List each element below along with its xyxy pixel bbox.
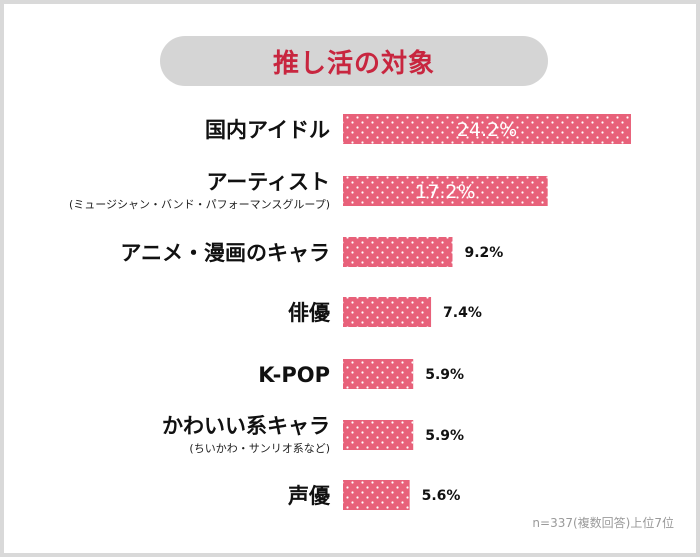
- chart-frame: 推し活の対象: [4, 4, 696, 553]
- category-label-3: 俳優: [288, 301, 331, 325]
- value-label-5: 5.9%: [425, 428, 464, 444]
- category-sublabel-1: (ミュージシャン・バンド・パフォーマンスグループ): [69, 197, 330, 211]
- category-label-5: かわいい系キャラ: [162, 414, 330, 438]
- bar-pattern-1: [343, 176, 548, 206]
- value-label-0: 24.2%: [457, 119, 517, 141]
- category-label-4: K-POP: [258, 363, 330, 387]
- sample-footnote: n=337(複数回答)上位7位: [532, 516, 674, 530]
- bar-pattern-3: [343, 297, 432, 327]
- value-label-2: 9.2%: [464, 245, 503, 261]
- bar-pattern-2: [343, 237, 453, 267]
- category-label-0: 国内アイドル: [205, 118, 330, 142]
- category-label-6: 声優: [287, 484, 331, 508]
- category-label-1: アーティスト: [207, 170, 330, 194]
- category-label-2: アニメ・漫画のキャラ: [120, 241, 330, 265]
- chart-title: 推し活の対象: [272, 48, 435, 79]
- title-pill: 推し活の対象: [160, 36, 548, 86]
- value-label-6: 5.6%: [422, 488, 461, 504]
- value-label-1: 17.2%: [415, 181, 475, 203]
- bar-pattern-5: [343, 420, 414, 450]
- bar-pattern-6: [343, 480, 410, 510]
- value-label-3: 7.4%: [443, 305, 482, 321]
- value-label-4: 5.9%: [425, 367, 464, 383]
- bar-pattern-4: [343, 359, 414, 389]
- category-sublabel-5: (ちいかわ・サンリオ系など): [189, 442, 330, 455]
- bar-pattern-0: [343, 114, 631, 144]
